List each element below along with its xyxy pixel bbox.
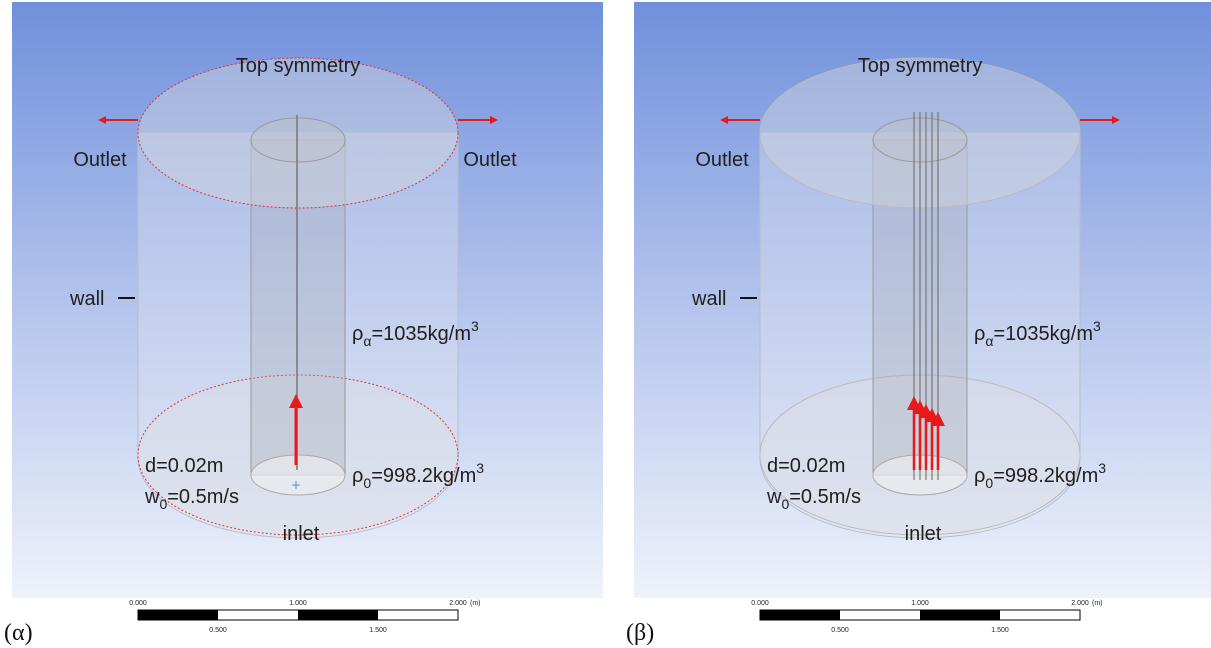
subscript: α (363, 333, 371, 349)
inlet-label: inlet (283, 523, 320, 545)
superscript: 3 (1098, 460, 1106, 476)
symbol: ρ (974, 465, 985, 487)
superscript: 3 (476, 460, 484, 476)
subscript: 0 (985, 475, 993, 491)
scale-unit: (m) (470, 600, 481, 607)
scale-label: 0.000 (751, 600, 769, 607)
outlet-label: Outlet (73, 149, 127, 171)
inner-top (251, 118, 345, 162)
wall-label: wall (69, 288, 104, 310)
scale-unit: (m) (1092, 600, 1103, 607)
medium-density: ρα=1035kg/m3 (352, 318, 479, 349)
scale-label: 0.000 (129, 600, 147, 607)
scale-seg (138, 610, 218, 620)
scale-label: 0.500 (831, 627, 849, 634)
inlet-density: ρ0=998.2kg/m3 (974, 460, 1106, 491)
scale-label: 1.000 (289, 600, 307, 607)
text: =998.2kg/m (371, 465, 476, 487)
text: =998.2kg/m (993, 465, 1098, 487)
symbol: ρ (974, 323, 985, 345)
inner-bottom (251, 455, 345, 495)
text: =1035kg/m (371, 323, 471, 345)
diameter: d=0.02m (767, 455, 845, 477)
panel-label: (β) (626, 620, 654, 646)
scale-label: 2.000 (1071, 600, 1089, 607)
superscript: 3 (471, 318, 479, 334)
scale-label: 1.000 (911, 600, 929, 607)
scale-label: 2.000 (449, 600, 467, 607)
scale-seg (760, 610, 840, 620)
symbol: ρ (352, 323, 363, 345)
text: =0.5m/s (789, 486, 861, 508)
subscript: 0 (781, 496, 789, 512)
inlet-density: ρ0=998.2kg/m3 (352, 460, 484, 491)
top-label: Top symmetry (858, 55, 982, 77)
medium-density: ρα=1035kg/m3 (974, 318, 1101, 349)
symbol: w (144, 486, 160, 508)
top-label: Top symmetry (236, 55, 360, 77)
scale-label: 1.500 (369, 627, 387, 634)
symbol: ρ (352, 465, 363, 487)
text: =1035kg/m (993, 323, 1093, 345)
symbol: w (766, 486, 782, 508)
subscript: 0 (363, 475, 371, 491)
subscript: α (985, 333, 993, 349)
outlet-label: Outlet (463, 149, 517, 171)
diameter: d=0.02m (145, 455, 223, 477)
wall-label: wall (691, 288, 726, 310)
text: =0.5m/s (167, 486, 239, 508)
scale-seg (920, 610, 1000, 620)
outlet-label: Outlet (695, 149, 749, 171)
inlet-label: inlet (905, 523, 942, 545)
scale-seg (298, 610, 378, 620)
scale-label: 0.500 (209, 627, 227, 634)
panel-label: (α) (4, 620, 33, 646)
scale-label: 1.500 (991, 627, 1009, 634)
subscript: 0 (159, 496, 167, 512)
superscript: 3 (1093, 318, 1101, 334)
figure: Top symmetryOutletOutletwallρα=1035kg/m3… (0, 0, 1211, 648)
